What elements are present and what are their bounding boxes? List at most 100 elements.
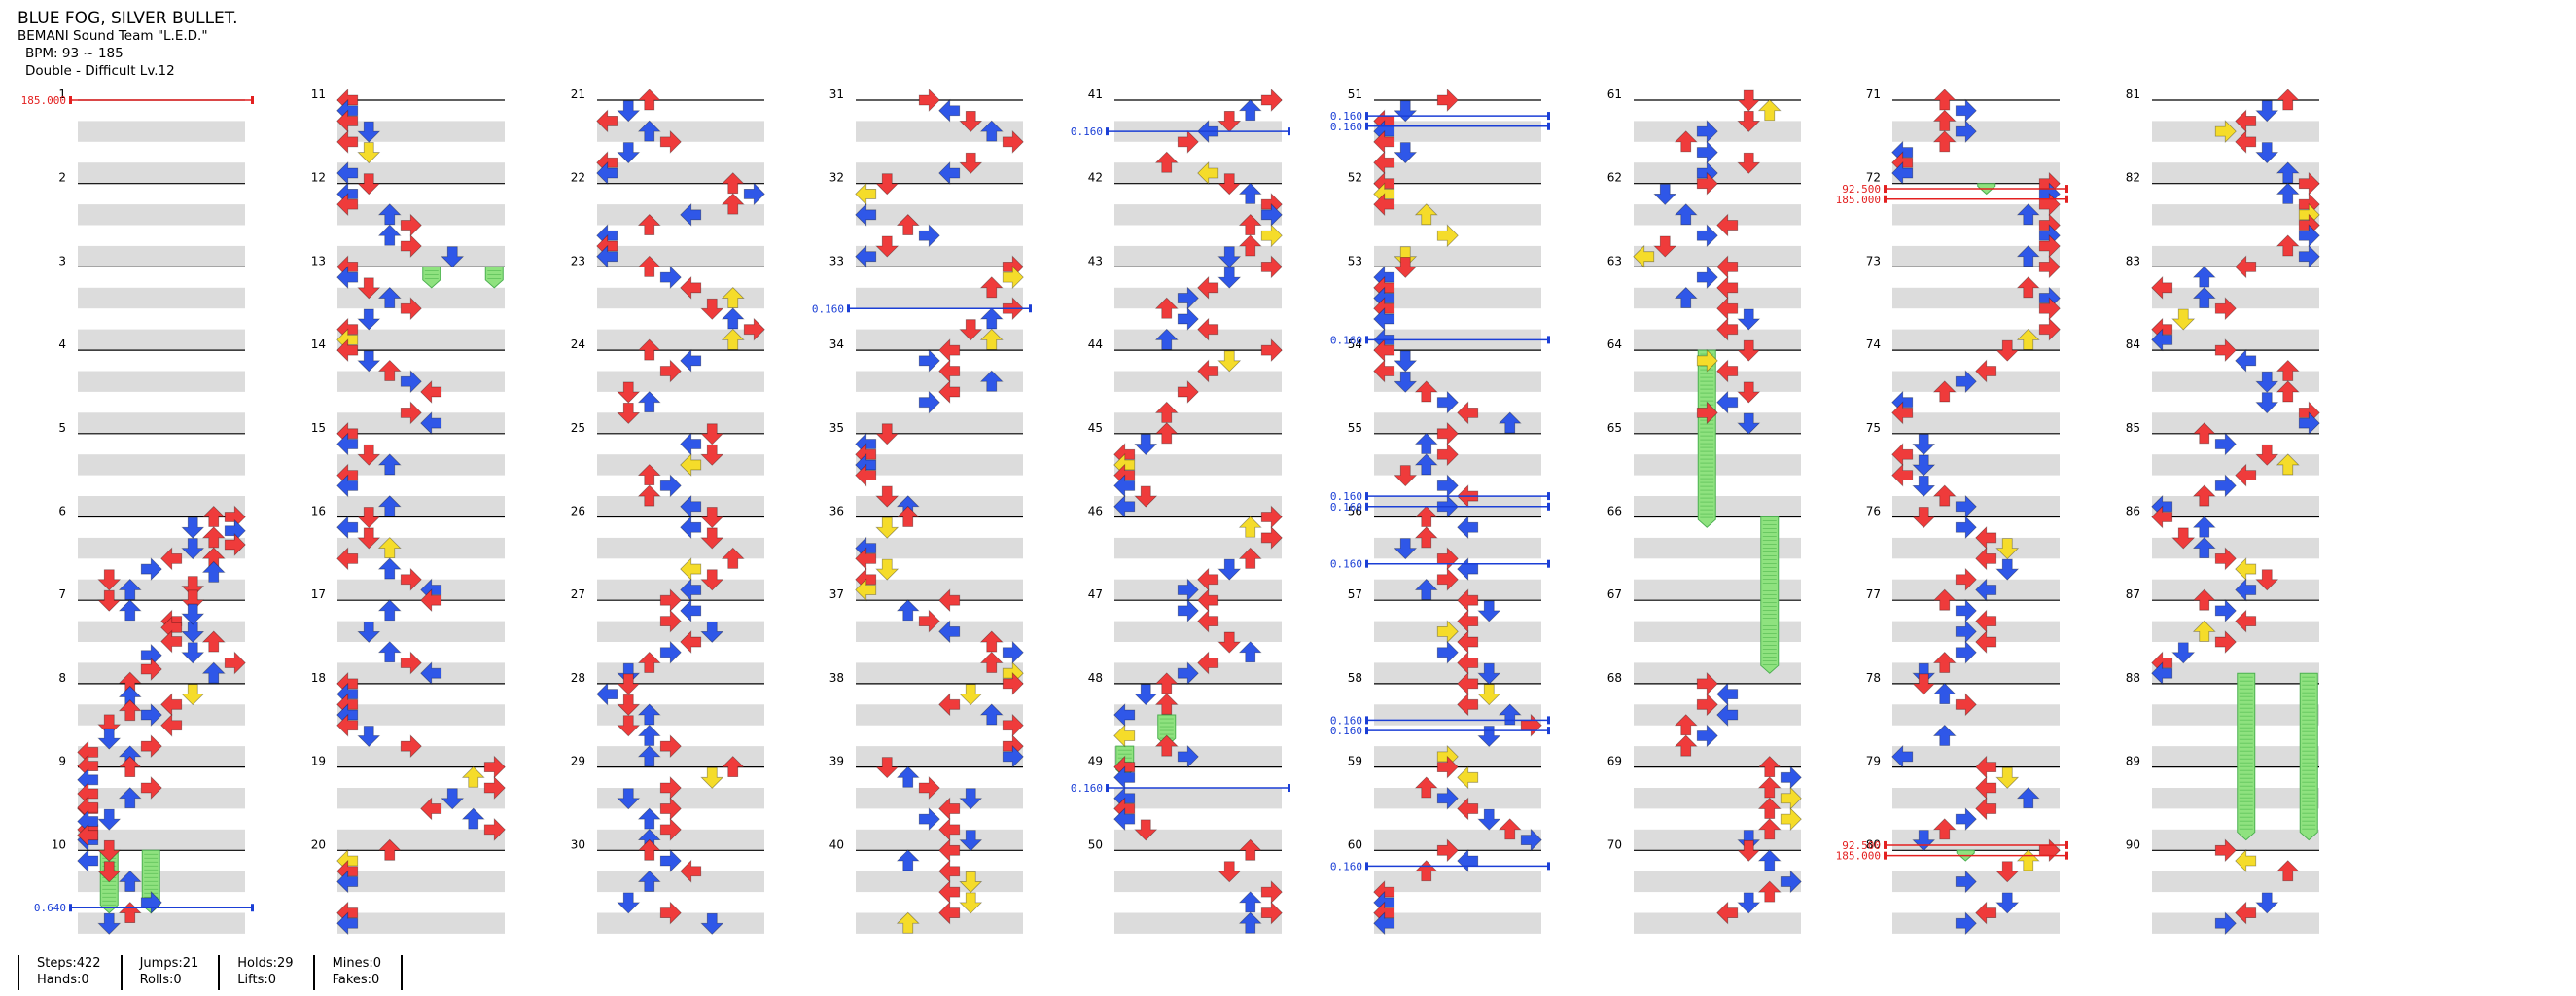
left-arrow-icon — [680, 859, 702, 883]
measure-number: 54 — [1348, 338, 1362, 351]
up-arrow-icon — [118, 870, 142, 892]
down-arrow-icon — [1912, 475, 1936, 497]
up-arrow-icon — [1154, 693, 1179, 715]
measure-number: 36 — [829, 505, 844, 518]
beat-band — [337, 621, 505, 642]
left-arrow-icon — [1373, 129, 1395, 154]
right-arrow-icon — [2038, 193, 2061, 217]
left-arrow-icon — [1457, 765, 1479, 790]
beat-band — [597, 162, 764, 184]
right-arrow-icon — [743, 317, 765, 341]
stop-marker-cap — [1365, 559, 1368, 568]
beat-band — [2152, 287, 2319, 309]
left-arrow-icon — [2235, 849, 2257, 872]
down-arrow-icon — [1477, 808, 1501, 831]
left-arrow-icon — [1891, 463, 1914, 487]
down-arrow-icon — [1737, 892, 1761, 914]
up-arrow-icon — [896, 765, 920, 788]
measure-number: 16 — [311, 505, 326, 518]
up-arrow-icon — [979, 328, 1004, 350]
right-arrow-icon — [2298, 411, 2320, 436]
stop-marker-cap — [1288, 784, 1290, 793]
up-arrow-icon — [2192, 620, 2216, 642]
beat-band — [78, 162, 245, 184]
up-arrow-icon — [1757, 776, 1782, 799]
left-arrow-icon — [1457, 797, 1479, 821]
beat-band — [2152, 621, 2319, 642]
measure-number: 70 — [1607, 837, 1622, 851]
beat-band — [856, 662, 1023, 684]
down-arrow-icon — [1217, 267, 1242, 289]
down-arrow-icon — [1394, 465, 1418, 487]
down-arrow-icon — [97, 728, 122, 750]
beat-band — [1634, 245, 1801, 267]
up-arrow-icon — [1932, 818, 1957, 840]
beat-band — [1634, 621, 1801, 642]
left-arrow-icon — [1197, 275, 1219, 300]
left-arrow-icon — [680, 275, 702, 300]
bpm-marker-cap — [2065, 840, 2068, 849]
beat-band — [597, 287, 764, 309]
beat-band — [78, 662, 245, 684]
down-arrow-icon — [1737, 152, 1761, 174]
up-arrow-icon — [1498, 703, 1522, 726]
up-arrow-icon — [1932, 380, 1957, 403]
stop-marker-cap — [1547, 559, 1550, 568]
measure-number: 26 — [571, 505, 585, 518]
beat-band — [2152, 371, 2319, 392]
beat-band — [597, 621, 764, 642]
beat-band — [597, 412, 764, 434]
beat-band — [1892, 704, 2060, 726]
measure-number: 82 — [2126, 171, 2140, 185]
measure-number: 1 — [58, 88, 66, 101]
up-arrow-icon — [1238, 891, 1262, 913]
down-arrow-icon — [181, 642, 205, 664]
left-arrow-icon — [2151, 505, 2173, 529]
measure-number: 3 — [58, 254, 66, 267]
left-arrow-icon — [2235, 255, 2257, 279]
up-arrow-icon — [1674, 286, 1698, 308]
beat-band — [597, 245, 764, 267]
left-arrow-icon — [1891, 744, 1914, 768]
left-arrow-icon — [855, 547, 877, 571]
right-arrow-icon — [1436, 443, 1459, 467]
down-arrow-icon — [959, 111, 983, 132]
up-arrow-icon — [377, 537, 402, 559]
right-arrow-icon — [1520, 828, 1542, 852]
right-arrow-icon — [140, 776, 162, 800]
right-arrow-icon — [918, 89, 940, 112]
left-arrow-icon — [1716, 901, 1739, 925]
up-arrow-icon — [201, 630, 226, 653]
up-arrow-icon — [979, 307, 1004, 330]
measure-number: 4 — [58, 338, 66, 351]
measure-number: 81 — [2126, 88, 2140, 101]
stop-marker-cap — [1547, 336, 1550, 344]
hold-bar — [2299, 672, 2318, 841]
beat-band — [597, 871, 764, 893]
right-arrow-icon — [659, 797, 682, 821]
up-arrow-icon — [1674, 203, 1698, 226]
right-arrow-icon — [2038, 255, 2061, 279]
left-arrow-icon — [938, 859, 961, 883]
bpm-marker-cap — [1884, 851, 1887, 860]
beat-band — [337, 912, 505, 934]
stats-group-steps: Steps:422 Hands:0 — [18, 955, 121, 990]
left-arrow-icon — [1197, 359, 1219, 383]
down-arrow-icon — [1912, 830, 1936, 852]
down-arrow-icon — [1394, 246, 1418, 268]
stop-marker-cap — [1365, 727, 1368, 735]
down-arrow-icon — [181, 516, 205, 539]
right-arrow-icon — [2214, 120, 2237, 144]
measure-number: 20 — [311, 837, 326, 851]
up-arrow-icon — [637, 213, 661, 235]
left-arrow-icon — [420, 379, 442, 404]
measure-number: 19 — [311, 755, 326, 768]
left-arrow-icon — [938, 693, 961, 717]
chart-stats: Steps:422 Hands:0 Jumps:21 Rolls:0 Holds… — [18, 955, 404, 990]
up-arrow-icon — [2192, 286, 2216, 308]
beat-band — [1634, 746, 1801, 767]
beat-band — [2152, 704, 2319, 726]
left-arrow-icon — [855, 578, 877, 602]
measure-number: 74 — [1866, 338, 1881, 351]
up-arrow-icon — [721, 547, 745, 569]
